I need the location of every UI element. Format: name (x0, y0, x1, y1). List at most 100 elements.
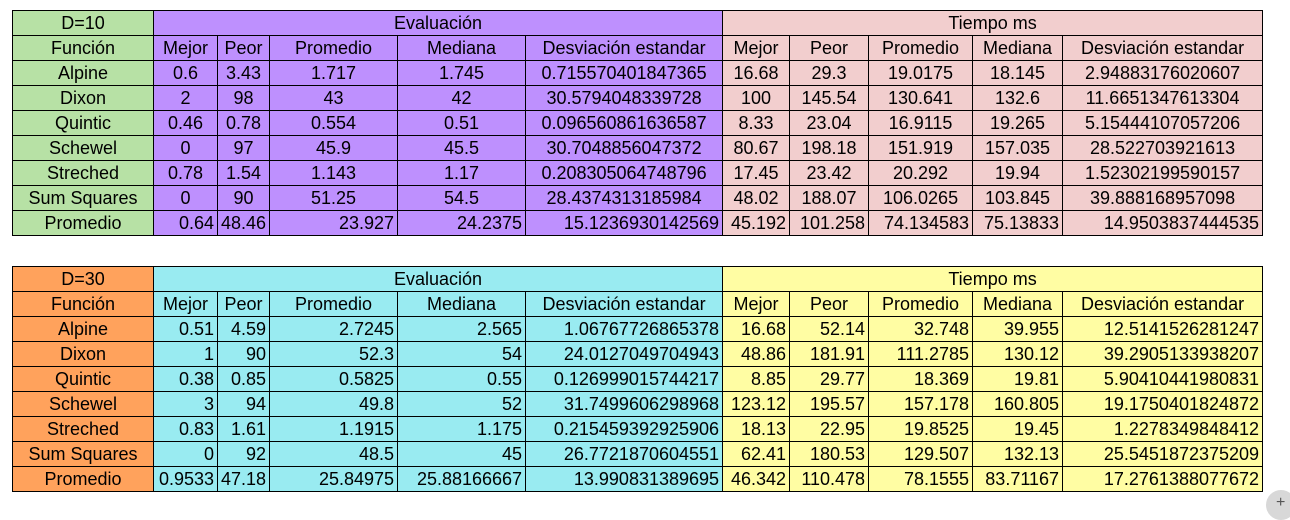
table-cell[interactable]: 1.61 (216, 416, 271, 442)
table-cell[interactable]: 0.51 (153, 316, 218, 342)
table-cell[interactable]: 123.12 (722, 391, 791, 417)
function-name-cell[interactable]: Schewel (12, 135, 154, 161)
table-cell[interactable]: 1.54 (216, 160, 271, 186)
table-cell[interactable]: 0.096560861636587 (525, 110, 724, 136)
table-cell[interactable]: 24.0127049704943 (525, 341, 724, 367)
table-cell[interactable]: 19.81 (972, 366, 1064, 392)
table-cell[interactable]: 0.215459392925906 (525, 416, 724, 442)
table-cell[interactable]: 74.134583 (868, 210, 974, 236)
table-cell[interactable]: 160.805 (972, 391, 1064, 417)
function-name-cell[interactable]: Quintic (12, 366, 154, 392)
table-cell[interactable]: 1.1915 (269, 416, 399, 442)
table-cell[interactable]: 0.64 (153, 210, 218, 236)
table-cell[interactable]: 45.9 (269, 135, 399, 161)
table-cell[interactable]: 2 (153, 85, 218, 111)
table-cell[interactable]: 0 (153, 135, 218, 161)
table-cell[interactable]: 30.7048856047372 (525, 135, 724, 161)
table-cell[interactable]: 198.18 (789, 135, 870, 161)
table-cell[interactable]: 19.8525 (868, 416, 974, 442)
average-label-cell[interactable]: Promedio (12, 466, 154, 492)
table-cell[interactable]: 49.8 (269, 391, 399, 417)
table-cell[interactable]: 1.06767726865378 (525, 316, 724, 342)
time-stddev-header[interactable]: Desviación estandar (1062, 291, 1264, 317)
table-cell[interactable]: 0.715570401847365 (525, 60, 724, 86)
table-cell[interactable]: 3.43 (216, 60, 271, 86)
function-header[interactable]: Función (12, 35, 154, 61)
table-cell[interactable]: 52 (397, 391, 527, 417)
table-cell[interactable]: 0.38 (153, 366, 218, 392)
eval-worst-header[interactable]: Peor (216, 291, 271, 317)
eval-worst-header[interactable]: Peor (216, 35, 271, 61)
table-cell[interactable]: 110.478 (789, 466, 870, 492)
table-cell[interactable]: 12.5141526281247 (1062, 316, 1264, 342)
table-cell[interactable]: 2.7245 (269, 316, 399, 342)
time-worst-header[interactable]: Peor (789, 35, 870, 61)
table-cell[interactable]: 45.192 (722, 210, 791, 236)
table-cell[interactable]: 29.77 (789, 366, 870, 392)
function-name-cell[interactable]: Dixon (12, 85, 154, 111)
table-cell[interactable]: 25.88166667 (397, 466, 527, 492)
dimension-label-cell[interactable]: D=30 (12, 266, 154, 292)
table-cell[interactable]: 62.41 (722, 441, 791, 467)
table-cell[interactable]: 3 (153, 391, 218, 417)
table-cell[interactable]: 47.18 (216, 466, 271, 492)
table-cell[interactable]: 0.46 (153, 110, 218, 136)
table-cell[interactable]: 1 (153, 341, 218, 367)
table-cell[interactable]: 46.342 (722, 466, 791, 492)
table-cell[interactable]: 106.0265 (868, 185, 974, 211)
table-cell[interactable]: 0.85 (216, 366, 271, 392)
table-cell[interactable]: 48.46 (216, 210, 271, 236)
table-cell[interactable]: 145.54 (789, 85, 870, 111)
table-cell[interactable]: 39.2905133938207 (1062, 341, 1264, 367)
table-cell[interactable]: 1.52302199590157 (1062, 160, 1264, 186)
table-cell[interactable]: 14.9503837444535 (1062, 210, 1264, 236)
table-cell[interactable]: 52.3 (269, 341, 399, 367)
table-cell[interactable]: 0.78 (216, 110, 271, 136)
eval-stddev-header[interactable]: Desviación estandar (525, 35, 724, 61)
table-cell[interactable]: 0.51 (397, 110, 527, 136)
eval-median-header[interactable]: Mediana (397, 291, 527, 317)
table-cell[interactable]: 16.9115 (868, 110, 974, 136)
table-cell[interactable]: 188.07 (789, 185, 870, 211)
table-cell[interactable]: 19.1750401824872 (1062, 391, 1264, 417)
eval-stddev-header[interactable]: Desviación estandar (525, 291, 724, 317)
table-cell[interactable]: 0.5825 (269, 366, 399, 392)
function-name-cell[interactable]: Sum Squares (12, 185, 154, 211)
table-cell[interactable]: 0.78 (153, 160, 218, 186)
table-cell[interactable]: 15.1236930142569 (525, 210, 724, 236)
table-cell[interactable]: 48.86 (722, 341, 791, 367)
table-cell[interactable]: 19.94 (972, 160, 1064, 186)
table-cell[interactable]: 0.55 (397, 366, 527, 392)
table-cell[interactable]: 54 (397, 341, 527, 367)
table-cell[interactable]: 8.85 (722, 366, 791, 392)
table-cell[interactable]: 0.9533 (153, 466, 218, 492)
table-cell[interactable]: 1.2278349848412 (1062, 416, 1264, 442)
table-cell[interactable]: 130.12 (972, 341, 1064, 367)
table-cell[interactable]: 48.5 (269, 441, 399, 467)
time-worst-header[interactable]: Peor (789, 291, 870, 317)
time-stddev-header[interactable]: Desviación estandar (1062, 35, 1264, 61)
table-cell[interactable]: 19.45 (972, 416, 1064, 442)
table-cell[interactable]: 5.15444107057206 (1062, 110, 1264, 136)
table-cell[interactable]: 8.33 (722, 110, 791, 136)
table-cell[interactable]: 132.13 (972, 441, 1064, 467)
table-cell[interactable]: 80.67 (722, 135, 791, 161)
table-cell[interactable]: 98 (216, 85, 271, 111)
table-cell[interactable]: 23.04 (789, 110, 870, 136)
table-cell[interactable]: 23.42 (789, 160, 870, 186)
function-name-cell[interactable]: Streched (12, 160, 154, 186)
table-cell[interactable]: 45 (397, 441, 527, 467)
table-cell[interactable]: 1.717 (269, 60, 399, 86)
table-cell[interactable]: 129.507 (868, 441, 974, 467)
table-cell[interactable]: 157.035 (972, 135, 1064, 161)
table-cell[interactable]: 100 (722, 85, 791, 111)
table-cell[interactable]: 26.7721870604551 (525, 441, 724, 467)
function-name-cell[interactable]: Schewel (12, 391, 154, 417)
table-cell[interactable]: 22.95 (789, 416, 870, 442)
table-cell[interactable]: 94 (216, 391, 271, 417)
table-cell[interactable]: 78.1555 (868, 466, 974, 492)
function-name-cell[interactable]: Streched (12, 416, 154, 442)
table-cell[interactable]: 101.258 (789, 210, 870, 236)
table-cell[interactable]: 19.265 (972, 110, 1064, 136)
table-cell[interactable]: 0.6 (153, 60, 218, 86)
